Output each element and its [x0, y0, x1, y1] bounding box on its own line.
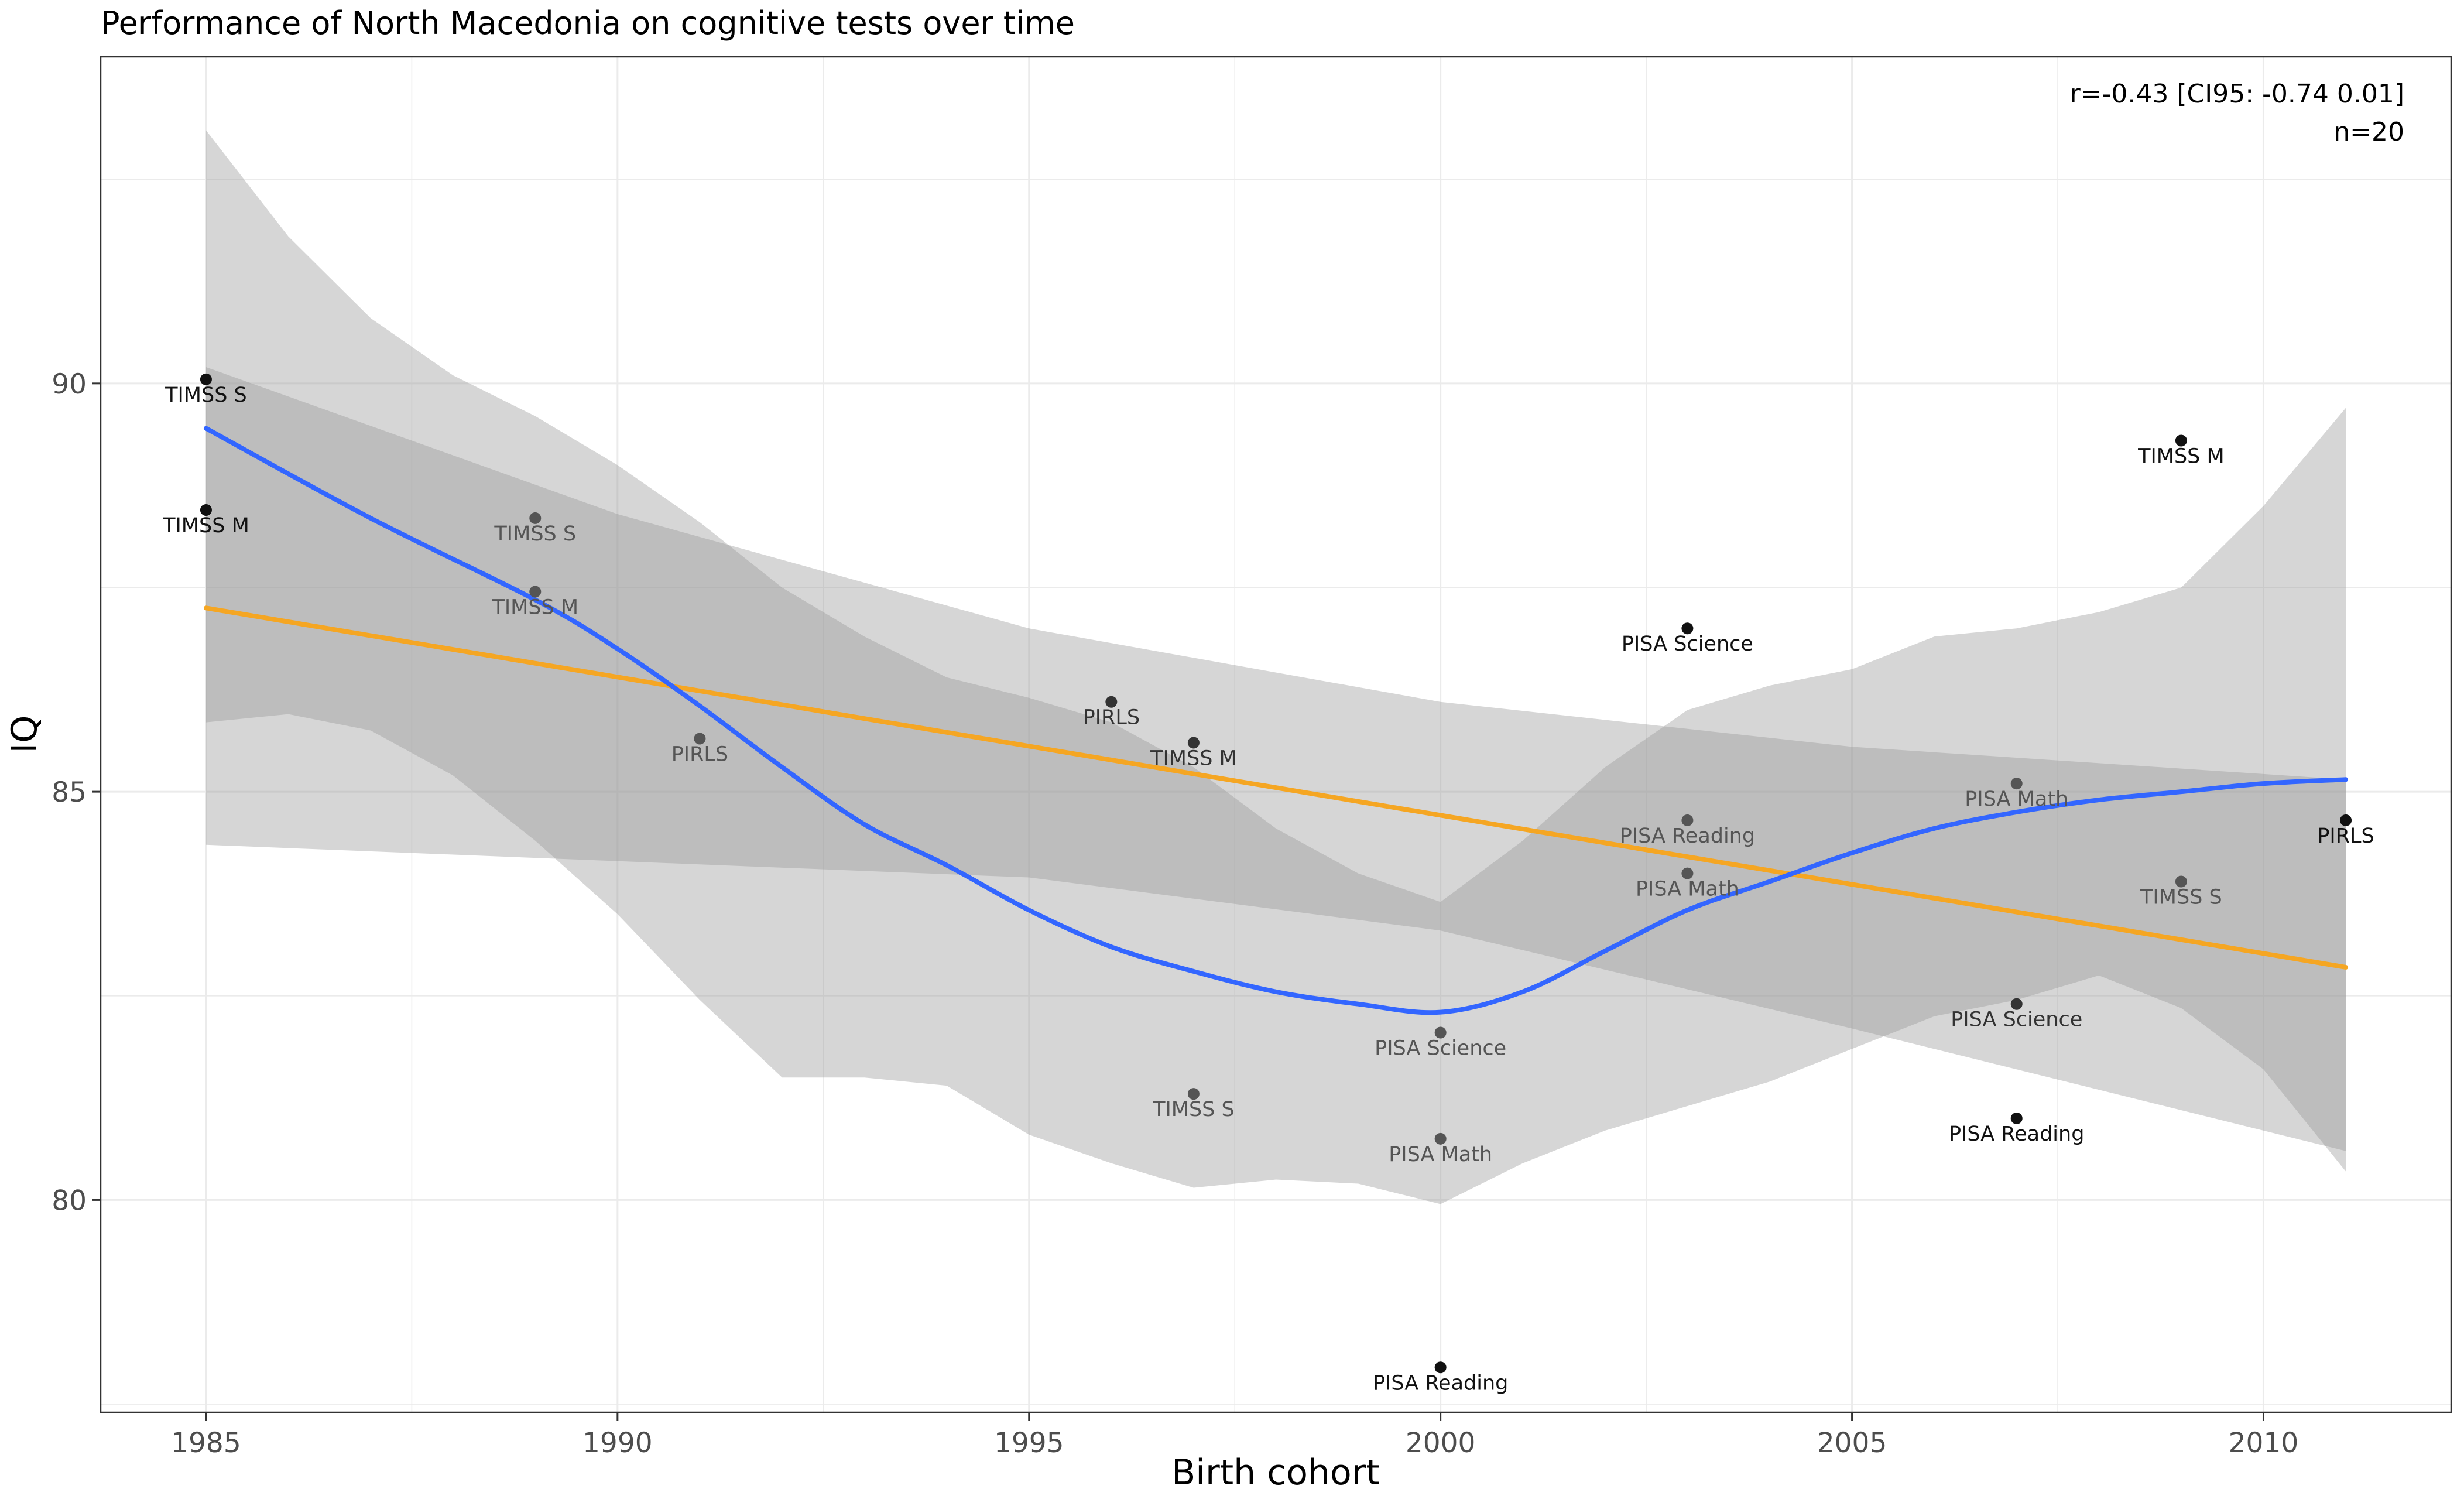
point-label: PISA Reading [1373, 1371, 1508, 1395]
data-point [1681, 867, 1694, 879]
data-point [200, 373, 212, 385]
grid-lines [101, 57, 2451, 1412]
x-tick-label: 2005 [1817, 1427, 1887, 1459]
point-label: TIMSS M [1150, 747, 1237, 770]
plot-panel [101, 57, 2451, 1412]
data-point [1434, 1361, 1447, 1374]
data-point [694, 733, 706, 745]
data-point [529, 586, 542, 598]
data-point [1434, 1132, 1447, 1145]
loess-confidence-band [205, 130, 2346, 1204]
data-point [1187, 1088, 1200, 1100]
loess-fit-line [203, 426, 2349, 1015]
data-point [200, 504, 212, 516]
x-tick-label: 1995 [994, 1427, 1064, 1459]
y-axis: 80 85 90 [52, 368, 101, 1217]
data-point [2010, 778, 2023, 790]
point-label: TIMSS M [491, 595, 578, 619]
data-point [2010, 998, 2023, 1010]
point-labels: TIMSS S TIMSS M TIMSS S TIMSS M PIRLS PIRLS TI… [162, 384, 2374, 1395]
point-label: TIMSS S [2140, 886, 2222, 909]
x-tick-label: 1985 [171, 1427, 241, 1459]
correlation-annotation: r=-0.43 [CI95: -0.74 0.01] [2070, 79, 2404, 109]
y-tick-label: 80 [52, 1185, 87, 1217]
panel-border [100, 56, 2452, 1413]
data-point [529, 512, 542, 524]
fit-lines [203, 426, 2349, 1015]
point-label: TIMSS S [165, 384, 247, 407]
data-point [2175, 434, 2187, 447]
point-label: PIRLS [671, 742, 728, 766]
x-axis: 1985 1990 1995 2000 2005 2010 [171, 1412, 2298, 1459]
x-tick-label: 2000 [1406, 1427, 1476, 1459]
x-axis-label: Birth cohort [1171, 1452, 1380, 1493]
point-label: PISA Math [1389, 1143, 1492, 1166]
point-label: PISA Science [1375, 1037, 1506, 1060]
point-label: PIRLS [2317, 824, 2374, 848]
sample-size-annotation: n=20 [2333, 117, 2404, 147]
data-point [1681, 622, 1694, 635]
point-label: PISA Reading [1620, 824, 1755, 848]
chart-title: Performance of North Macedonia on cognit… [101, 5, 1075, 42]
point-label: TIMSS S [494, 522, 576, 546]
x-tick-label: 1990 [582, 1427, 653, 1459]
linear-confidence-band [205, 367, 2346, 1151]
point-label: TIMSS M [2137, 444, 2225, 468]
point-label: PISA Reading [1949, 1122, 2084, 1146]
point-label: PISA Science [1951, 1008, 2082, 1032]
data-point [1681, 814, 1694, 826]
data-point [1105, 696, 1118, 708]
point-label: TIMSS M [162, 514, 249, 538]
data-points [200, 373, 2352, 1374]
point-label: PISA Math [1636, 878, 1739, 901]
point-label: TIMSS S [1152, 1098, 1235, 1121]
confidence-bands [205, 130, 2346, 1204]
y-tick-label: 85 [52, 776, 87, 809]
data-point [1187, 737, 1200, 749]
point-label: PISA Science [1622, 632, 1753, 656]
y-tick-label: 90 [52, 368, 87, 401]
point-label: PIRLS [1083, 706, 1140, 730]
y-axis-label: IQ [4, 716, 45, 754]
linear-fit-line [203, 605, 2349, 970]
point-label: PISA Math [1965, 788, 2068, 811]
data-point [2175, 875, 2187, 888]
data-point [2010, 1112, 2023, 1124]
data-point [1434, 1026, 1447, 1039]
data-point [2340, 814, 2352, 826]
x-tick-label: 2010 [2229, 1427, 2299, 1459]
